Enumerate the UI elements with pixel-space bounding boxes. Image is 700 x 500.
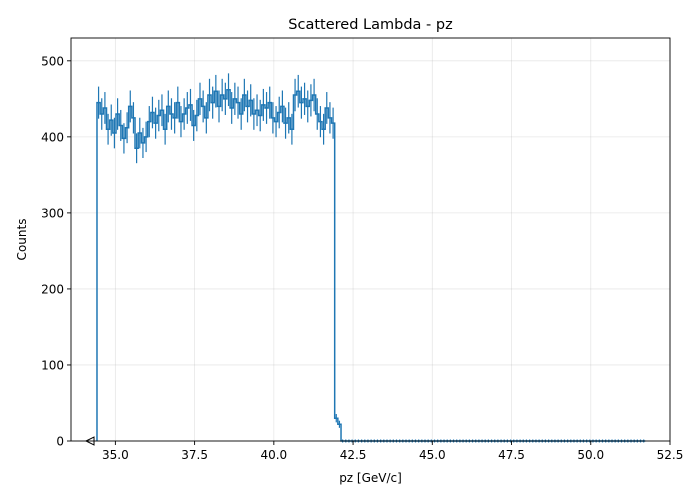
x-tick-label: 35.0 [102,448,129,462]
y-tick-label: 400 [41,130,64,144]
x-tick-label: 37.5 [181,448,208,462]
x-tick-label: 52.5 [657,448,684,462]
x-axis-label: pz [GeV/c] [339,471,402,485]
x-tick-label: 47.5 [498,448,525,462]
y-axis-label: Counts [15,219,29,261]
x-tick-label: 40.0 [260,448,287,462]
y-tick-label: 300 [41,206,64,220]
x-tick-label: 42.5 [340,448,367,462]
y-tick-label: 200 [41,282,64,296]
x-tick-label: 50.0 [577,448,604,462]
y-tick-label: 500 [41,54,64,68]
tick-layer: 35.0 37.5 40.0 42.5 45.0 47.5 50.0 52.5 0 100 200 3… [41,54,683,462]
y-tick-label: 0 [56,435,64,449]
histogram-series-line [96,88,646,442]
grid-layer [71,38,671,442]
y-tick-label: 100 [41,358,64,372]
x-tick-label: 45.0 [419,448,446,462]
axes-frame [70,37,671,442]
chart-title: Scattered Lambda - pz [288,17,452,33]
plot-area [84,73,646,446]
